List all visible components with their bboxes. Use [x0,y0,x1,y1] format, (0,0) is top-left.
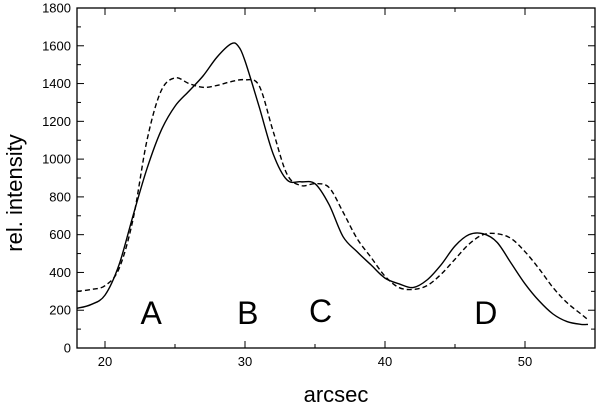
series-line-1-solid [76,42,589,326]
y-tick-label: 200 [49,303,71,318]
series-lines [76,42,589,326]
y-tick-label: 1200 [42,114,71,129]
x-tick-label: 50 [518,354,532,369]
plot-area: A B C D [76,7,596,349]
y-tick-label: 1600 [42,38,71,53]
x-tick-label: 40 [378,354,392,369]
x-tick-label: 30 [238,354,252,369]
annotation-c: C [309,293,332,329]
y-tick-label: 400 [49,265,71,280]
y-tick-label: 1400 [42,76,71,91]
annotation-d: D [474,295,497,331]
annotation-a: A [141,295,163,331]
series-line-2-dashed [76,77,589,321]
axis-ticks [77,7,596,349]
y-axis-title: rel. intensity [2,134,27,251]
x-tick-labels: 20 30 40 50 [98,354,532,369]
x-axis-title: arcsec [304,382,369,406]
y-tick-label: 800 [49,189,71,204]
x-tick-label: 20 [98,354,112,369]
y-tick-label: 1800 [42,1,71,16]
y-tick-label: 600 [49,227,71,242]
y-tick-labels: 0 200 400 600 800 1000 1200 1400 1600 1800 [42,1,71,356]
annotation-b: B [237,295,258,331]
y-tick-label: 1000 [42,152,71,167]
annotations: A B C D [141,293,498,331]
y-tick-label: 0 [64,341,71,356]
